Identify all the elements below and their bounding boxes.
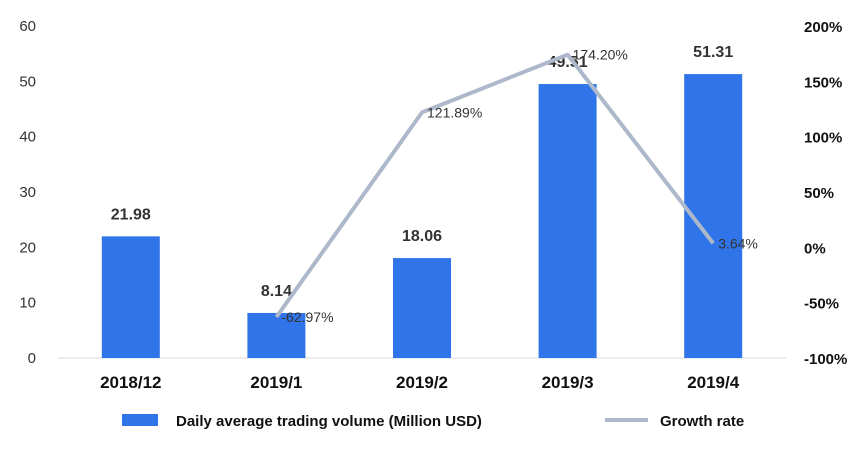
- left-tick-label: 30: [19, 184, 36, 201]
- bar-value-label: 21.98: [111, 206, 151, 223]
- right-tick-label: 100%: [804, 130, 842, 147]
- legend-label-growth: Growth rate: [660, 413, 744, 430]
- right-tick-label: 150%: [804, 74, 842, 91]
- right-tick-label: 200%: [804, 19, 842, 36]
- x-axis: 2018/12 2019/1 2019/2 2019/3 2019/4: [100, 373, 740, 392]
- line-value-label: 121.89%: [427, 104, 482, 120]
- category-label: 2019/4: [687, 373, 740, 392]
- bar: [101, 236, 160, 358]
- left-axis: 0 10 20 30 40 50 60: [19, 18, 36, 367]
- line-value-label: 3.64%: [718, 235, 758, 251]
- legend-swatch-volume: [122, 414, 158, 426]
- bar: [247, 312, 306, 358]
- bar: [538, 84, 597, 358]
- bar-value-label: 8.14: [261, 283, 292, 300]
- left-tick-label: 10: [19, 295, 36, 312]
- right-tick-label: -100%: [804, 351, 847, 368]
- left-tick-label: 0: [28, 350, 36, 367]
- right-tick-label: -50%: [804, 296, 839, 313]
- line-data-labels: -62.97% 121.89% 174.20% 3.64%: [281, 47, 758, 325]
- right-tick-label: 0%: [804, 240, 826, 257]
- left-tick-label: 40: [19, 129, 36, 146]
- legend-label-volume: Daily average trading volume (Million US…: [176, 413, 482, 430]
- bar: [393, 258, 451, 358]
- bar-value-label: 18.06: [402, 228, 442, 245]
- category-label: 2019/2: [396, 373, 448, 392]
- legend: Daily average trading volume (Million US…: [122, 413, 744, 430]
- left-tick-label: 50: [19, 73, 36, 90]
- bar-value-label: 51.31: [693, 44, 733, 61]
- category-label: 2019/3: [542, 373, 594, 392]
- right-axis: -100% -50% 0% 50% 100% 150% 200%: [804, 19, 847, 368]
- left-tick-label: 60: [19, 18, 36, 35]
- category-label: 2018/12: [100, 373, 161, 392]
- line-value-label: -62.97%: [281, 309, 333, 325]
- bar-series: [101, 74, 743, 359]
- growth-rate-line: [274, 52, 715, 319]
- category-label: 2019/1: [250, 373, 302, 392]
- line-value-label: 174.20%: [573, 47, 628, 63]
- right-tick-label: 50%: [804, 185, 834, 202]
- left-tick-label: 20: [19, 239, 36, 256]
